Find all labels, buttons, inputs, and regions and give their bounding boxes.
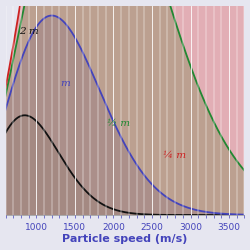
Text: ¼ m: ¼ m — [163, 151, 186, 160]
X-axis label: Particle speed (m/s): Particle speed (m/s) — [62, 234, 188, 244]
Text: 2 m: 2 m — [20, 27, 39, 36]
Text: ½ m: ½ m — [107, 119, 130, 128]
Text: m: m — [60, 79, 70, 88]
